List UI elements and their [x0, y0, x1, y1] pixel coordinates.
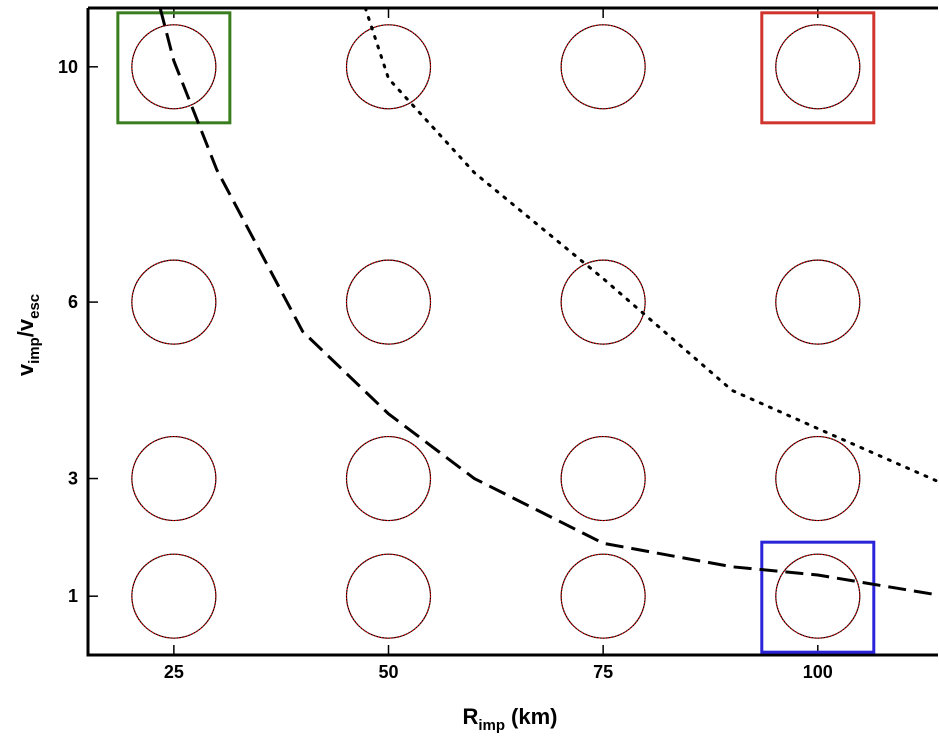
target-body: [131, 259, 217, 345]
reference-circle: [131, 24, 217, 110]
target-body: [560, 24, 646, 110]
threshold-curve: [363, 6, 939, 483]
y-label-main2: /v: [13, 318, 38, 337]
highlight-box: [760, 11, 876, 125]
target-body: [560, 259, 646, 345]
x-tick-label: 50: [378, 662, 398, 682]
reference-circle: [560, 553, 646, 639]
y-tick-label: 10: [58, 57, 78, 77]
reference-circle: [775, 553, 861, 639]
highlight-box: [116, 11, 232, 125]
reference-circle: [346, 259, 432, 345]
reference-circle: [560, 436, 646, 522]
x-tick-label: 25: [164, 662, 184, 682]
x-axis-label: Rimp (km): [462, 704, 557, 734]
target-body: [131, 24, 217, 110]
target-body: [131, 553, 217, 639]
target-body: [775, 553, 861, 639]
target-body: [345, 259, 432, 345]
reference-circle: [346, 553, 432, 639]
reference-circle: [346, 24, 432, 110]
reference-circle: [560, 24, 646, 110]
y-tick-label: 3: [68, 469, 78, 489]
threshold-curve: [158, 7, 939, 597]
reference-circle: [775, 24, 861, 110]
y-tick-label: 1: [68, 586, 78, 606]
target-body: [345, 24, 432, 110]
y-tick-label: 6: [68, 292, 78, 312]
highlight-box: [760, 540, 876, 654]
reference-circle: [775, 259, 861, 345]
reference-circle: [346, 436, 432, 522]
reference-circle: [131, 553, 217, 639]
x-tick-label: 75: [593, 662, 613, 682]
x-label-unit: (km): [511, 704, 557, 729]
x-label-main: R: [462, 704, 478, 729]
target-body: [775, 259, 861, 345]
target-body: [345, 553, 432, 639]
target-body: [131, 435, 217, 522]
x-tick-label: 100: [803, 662, 833, 682]
y-label-sub2: esc: [26, 294, 43, 319]
reference-circle: [560, 259, 646, 345]
reference-circle: [131, 436, 217, 522]
reference-circle: [131, 259, 217, 345]
y-label-sub: imp: [26, 337, 43, 364]
y-axis-label: vimp/vesc: [13, 294, 43, 376]
target-body: [775, 435, 861, 522]
reference-circle: [775, 436, 861, 522]
target-body: [560, 435, 646, 522]
target-body: [560, 553, 646, 639]
x-label-sub: imp: [478, 717, 505, 734]
axis-frame: [86, 6, 938, 657]
target-body: [345, 435, 432, 522]
y-label-main: v: [13, 363, 38, 376]
target-body: [775, 24, 861, 110]
